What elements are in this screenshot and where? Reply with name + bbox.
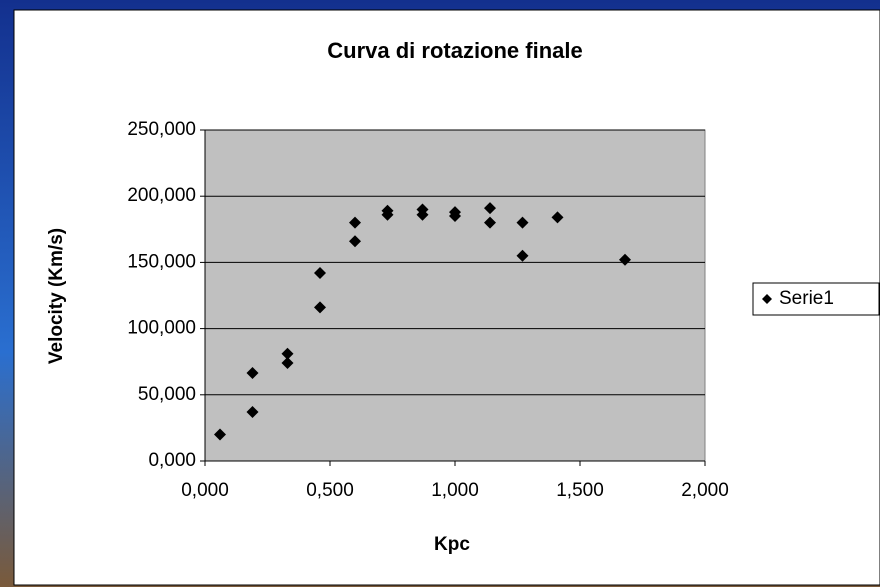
x-tick-label: 1,500 <box>556 480 604 501</box>
y-tick-label: 0,000 <box>148 450 196 471</box>
point <box>349 235 361 248</box>
point <box>381 204 394 217</box>
y-tick-label: 200,000 <box>127 185 196 206</box>
point <box>484 202 496 215</box>
point <box>246 366 259 379</box>
point <box>551 211 564 224</box>
legend-box <box>752 282 880 316</box>
legend-label: Serie1 <box>779 288 834 309</box>
point <box>281 357 294 370</box>
point <box>516 216 529 229</box>
x-tick-label: 0,500 <box>306 480 354 501</box>
point <box>619 253 631 266</box>
point <box>281 347 294 360</box>
y-tick-label: 50,000 <box>138 384 196 405</box>
point <box>246 406 259 419</box>
plot-area <box>204 129 706 462</box>
point <box>349 216 361 229</box>
x-tick-label: 2,000 <box>681 480 729 501</box>
chart-title: Curva di rotazione finale <box>327 38 583 63</box>
legend-marker <box>762 294 772 304</box>
point <box>314 266 326 279</box>
point <box>449 210 461 223</box>
x-tick-label: 1,000 <box>431 480 479 501</box>
point <box>516 249 529 262</box>
y-tick-label: 150,000 <box>127 251 196 272</box>
y-axis-label: Velocity (Km/s) <box>46 228 67 364</box>
x-axis-label: Kpc <box>434 534 470 555</box>
x-tick-label: 0,000 <box>181 480 229 501</box>
point <box>416 208 429 221</box>
point <box>484 216 496 229</box>
point <box>214 428 226 441</box>
y-tick-label: 250,000 <box>127 119 196 140</box>
y-tick-label: 100,000 <box>127 318 196 339</box>
point <box>314 301 326 314</box>
